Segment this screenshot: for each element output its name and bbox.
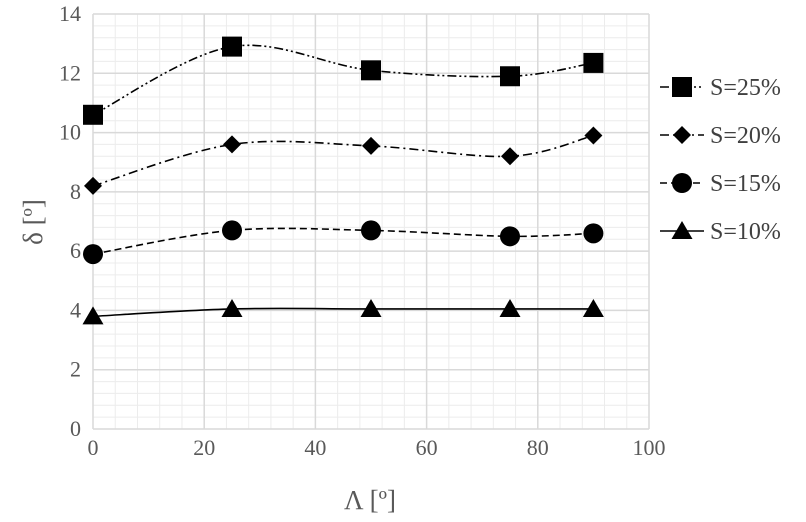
series-triangle <box>82 298 604 325</box>
data-point-circle <box>222 220 242 241</box>
plot-series <box>82 36 604 325</box>
legend-item: S=25% <box>660 75 781 101</box>
data-point-diamond <box>501 147 519 166</box>
x-tick-label: 80 <box>527 435 549 460</box>
legend-label: S=15% <box>710 171 781 197</box>
data-point-circle <box>361 220 381 241</box>
legend-label: S=20% <box>710 123 781 149</box>
series-diamond <box>84 126 603 195</box>
data-point-square <box>83 104 103 125</box>
data-point-triangle <box>221 298 243 317</box>
data-point-diamond <box>223 135 241 154</box>
y-tick-label: 14 <box>59 1 81 26</box>
data-point-square <box>361 60 381 81</box>
data-point-circle <box>500 226 520 247</box>
data-point-circle <box>83 244 103 265</box>
legend-marker-square <box>672 77 692 97</box>
y-tick-label: 2 <box>70 357 81 382</box>
y-tick-label: 6 <box>70 238 81 263</box>
legend-item: S=10% <box>660 219 781 245</box>
y-tick-label: 10 <box>59 120 81 145</box>
data-point-square <box>500 66 520 87</box>
y-axis-title: δ [º] <box>18 199 48 245</box>
legend-marker-triangle <box>671 221 693 239</box>
data-point-square <box>583 52 604 73</box>
data-point-diamond <box>584 126 603 145</box>
y-tick-labels: 0 2 4 6 8 10 12 14 <box>59 1 81 441</box>
legend-item: S=15% <box>660 171 781 197</box>
x-tick-label: 0 <box>88 435 99 460</box>
x-tick-label: 40 <box>304 435 326 460</box>
data-point-circle <box>583 223 604 244</box>
legend-marker-diamond <box>673 126 691 144</box>
x-axis-title: Λ [º] <box>344 485 396 515</box>
legend-marker-circle <box>672 173 692 193</box>
data-point-triangle <box>82 306 104 325</box>
data-point-triangle <box>582 298 604 317</box>
y-tick-label: 12 <box>59 60 81 85</box>
data-point-square <box>222 36 242 57</box>
x-tick-label: 60 <box>416 435 438 460</box>
series-line <box>92 134 594 187</box>
legend-label: S=10% <box>710 219 781 245</box>
legend: S=25% S=20% S=15% S=10% <box>660 75 781 245</box>
series-circle <box>83 220 604 265</box>
y-tick-label: 8 <box>70 179 81 204</box>
data-point-triangle <box>360 298 382 317</box>
data-point-diamond <box>362 136 380 155</box>
legend-item: S=20% <box>660 123 781 149</box>
x-tick-labels: 0 20 40 60 80 100 <box>88 435 666 460</box>
data-point-triangle <box>499 298 521 317</box>
y-tick-label: 0 <box>70 416 81 441</box>
x-tick-label: 100 <box>633 435 666 460</box>
y-tick-label: 4 <box>70 297 81 322</box>
series-line <box>92 44 594 116</box>
x-tick-label: 20 <box>193 435 215 460</box>
series-square <box>83 36 604 125</box>
data-point-diamond <box>84 176 102 195</box>
legend-label: S=25% <box>710 75 781 101</box>
